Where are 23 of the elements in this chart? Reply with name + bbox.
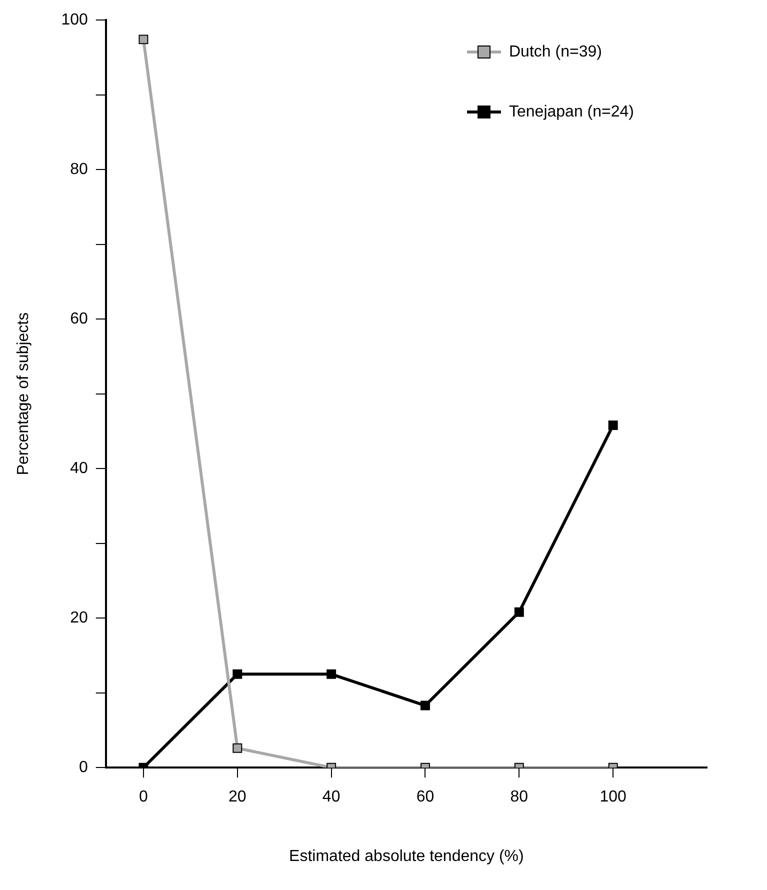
point: [232, 669, 242, 679]
y-tick-label: 0: [78, 759, 88, 776]
x-tick-label: 80: [510, 788, 528, 806]
y-tick-label: 80: [70, 160, 88, 178]
x-tick-label: 0: [139, 788, 148, 806]
point: [326, 669, 336, 679]
y-axis-title: Percentage of subjects: [15, 312, 32, 476]
y-tick-label: 60: [70, 310, 88, 328]
y-tick-label: 100: [61, 11, 88, 28]
point: [608, 420, 618, 430]
point: [138, 34, 148, 44]
point: [514, 607, 524, 617]
y-tick-label: 40: [70, 460, 88, 477]
x-tick-label: 40: [322, 788, 340, 806]
x-tick-label: 60: [416, 788, 434, 806]
x-axis-title: Estimated absolute tendency (%): [289, 848, 524, 865]
legend-label: Tenejapan (n=24): [509, 103, 634, 120]
point: [232, 743, 242, 753]
legend-label: Dutch (n=39): [509, 43, 602, 60]
x-tick-label: 20: [228, 788, 246, 806]
y-tick-label: 20: [70, 609, 88, 626]
x-tick-label: 100: [600, 788, 627, 806]
point: [420, 700, 430, 710]
